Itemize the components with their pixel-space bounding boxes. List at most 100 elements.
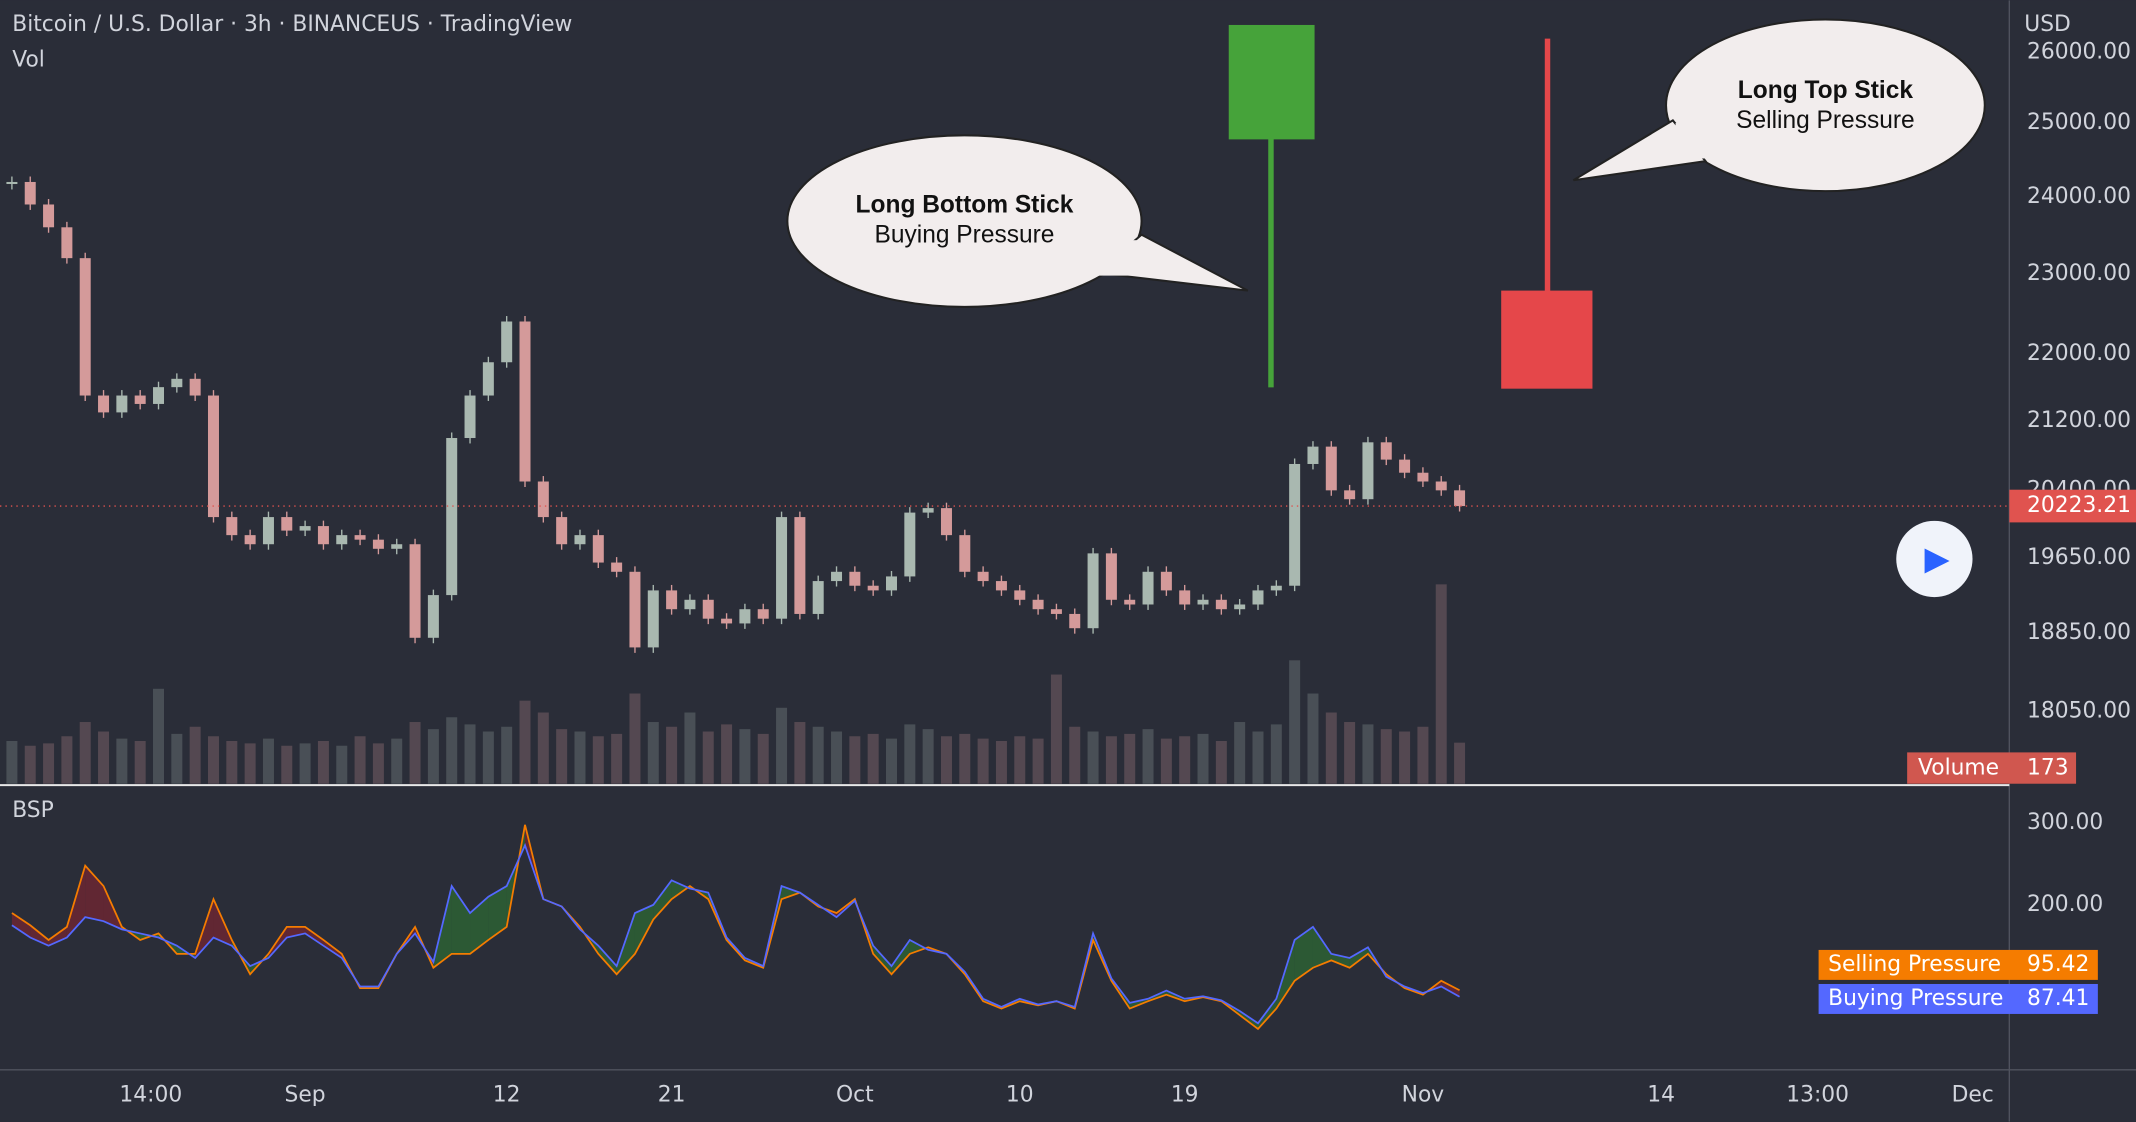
candle [372, 539, 384, 549]
pressure-fill [891, 939, 910, 975]
volume-bar [262, 738, 274, 784]
volume-bar [61, 736, 73, 784]
candle [977, 571, 989, 582]
candle [702, 599, 714, 619]
pressure-fill [48, 926, 67, 946]
volume-bar [1270, 724, 1282, 784]
candle [1454, 490, 1466, 507]
pressure-fill [451, 886, 471, 954]
bubble-body [1665, 18, 1986, 193]
candle [721, 618, 733, 624]
candle [1215, 599, 1227, 610]
volume-bar [1380, 729, 1392, 784]
speech-bubble: Long Bottom Stick Buying Pressure [786, 134, 1249, 308]
y-tick-label: 18050.00 [2027, 698, 2131, 723]
volume-bar [776, 707, 788, 784]
volume-bar [831, 731, 843, 784]
volume-bar [482, 731, 494, 784]
x-tick-label: 21 [658, 1083, 686, 1108]
candle [1270, 585, 1282, 591]
candle [43, 204, 55, 228]
volume-bar [922, 729, 934, 784]
volume-bar [501, 726, 513, 784]
candle [1179, 590, 1191, 605]
candle [867, 585, 879, 591]
candle [611, 562, 623, 572]
volume-bar [189, 726, 201, 784]
volume-bar [886, 738, 897, 784]
volume-bar [812, 726, 824, 784]
bubble-title: Long Bottom Stick [856, 192, 1074, 219]
volume-bar [666, 726, 678, 784]
candle [336, 535, 348, 545]
candle [904, 512, 916, 577]
legend-name: Buying Pressure [1828, 986, 2003, 1011]
y-tick-label: 24000.00 [2027, 184, 2131, 209]
volume-bar [611, 733, 623, 784]
x-tick-label: Oct [836, 1083, 874, 1108]
volume-bar [1124, 733, 1136, 784]
candle [1380, 442, 1392, 460]
volume-bar [1344, 722, 1356, 784]
volume-bar [1307, 693, 1319, 784]
candle [684, 599, 696, 610]
candle [1032, 599, 1044, 610]
candle [244, 535, 256, 545]
play-circle[interactable] [1896, 520, 1973, 598]
volume-bar [1160, 738, 1172, 784]
volume-bar [1325, 712, 1337, 784]
candle [1050, 609, 1062, 614]
y-tick-label: 19650.00 [2027, 545, 2131, 570]
pressure-fill [488, 886, 507, 940]
candle [1124, 599, 1136, 605]
candle [427, 595, 439, 638]
candle [886, 576, 897, 591]
x-tick-label: Sep [285, 1083, 326, 1108]
candle [1325, 446, 1337, 491]
legend-value: 87.41 [2027, 986, 2089, 1011]
pressure-fill [305, 926, 324, 946]
x-tick-label: Nov [1402, 1083, 1445, 1108]
candle [409, 544, 421, 638]
currency-label: USD [2024, 12, 2071, 37]
pressure-fill [286, 926, 306, 938]
x-tick-label: 10 [1006, 1083, 1034, 1108]
candle [1105, 553, 1117, 600]
volume-bar [757, 733, 769, 784]
legend-name: Selling Pressure [1828, 952, 2001, 977]
volume-bar [1014, 736, 1026, 784]
candle [1197, 599, 1209, 605]
pressure-line [11, 842, 1460, 1025]
candle [317, 526, 329, 545]
candle [171, 378, 183, 388]
candle [1362, 442, 1374, 500]
candle [24, 181, 36, 205]
candle [6, 181, 18, 185]
candle [1252, 590, 1264, 605]
play-button[interactable]: ▶ [1896, 520, 1973, 598]
bubble-text: Buying Pressure [875, 222, 1055, 249]
candle [647, 590, 659, 648]
pressure-fill [653, 880, 672, 920]
volume-bar [1399, 731, 1411, 784]
candle [98, 395, 110, 413]
bubble-body [786, 134, 1143, 308]
x-tick-label: 14:00 [119, 1083, 182, 1108]
volume-bar [171, 733, 183, 784]
volume-bar [24, 745, 36, 784]
y-tick-label: 25000.00 [2027, 110, 2131, 135]
candle [226, 517, 238, 536]
volume-bar [739, 729, 751, 784]
play-icon[interactable]: ▶ [1925, 539, 1951, 577]
candle [299, 526, 311, 531]
candle [794, 517, 806, 614]
x-tick-label: 19 [1171, 1083, 1199, 1108]
candle [666, 590, 678, 610]
volume-bar [354, 736, 366, 784]
candle [776, 517, 788, 619]
volume-bar [153, 688, 165, 784]
volume-bar [1032, 738, 1044, 784]
candle [281, 517, 293, 531]
volume-bar [391, 738, 403, 784]
candle [556, 517, 568, 545]
